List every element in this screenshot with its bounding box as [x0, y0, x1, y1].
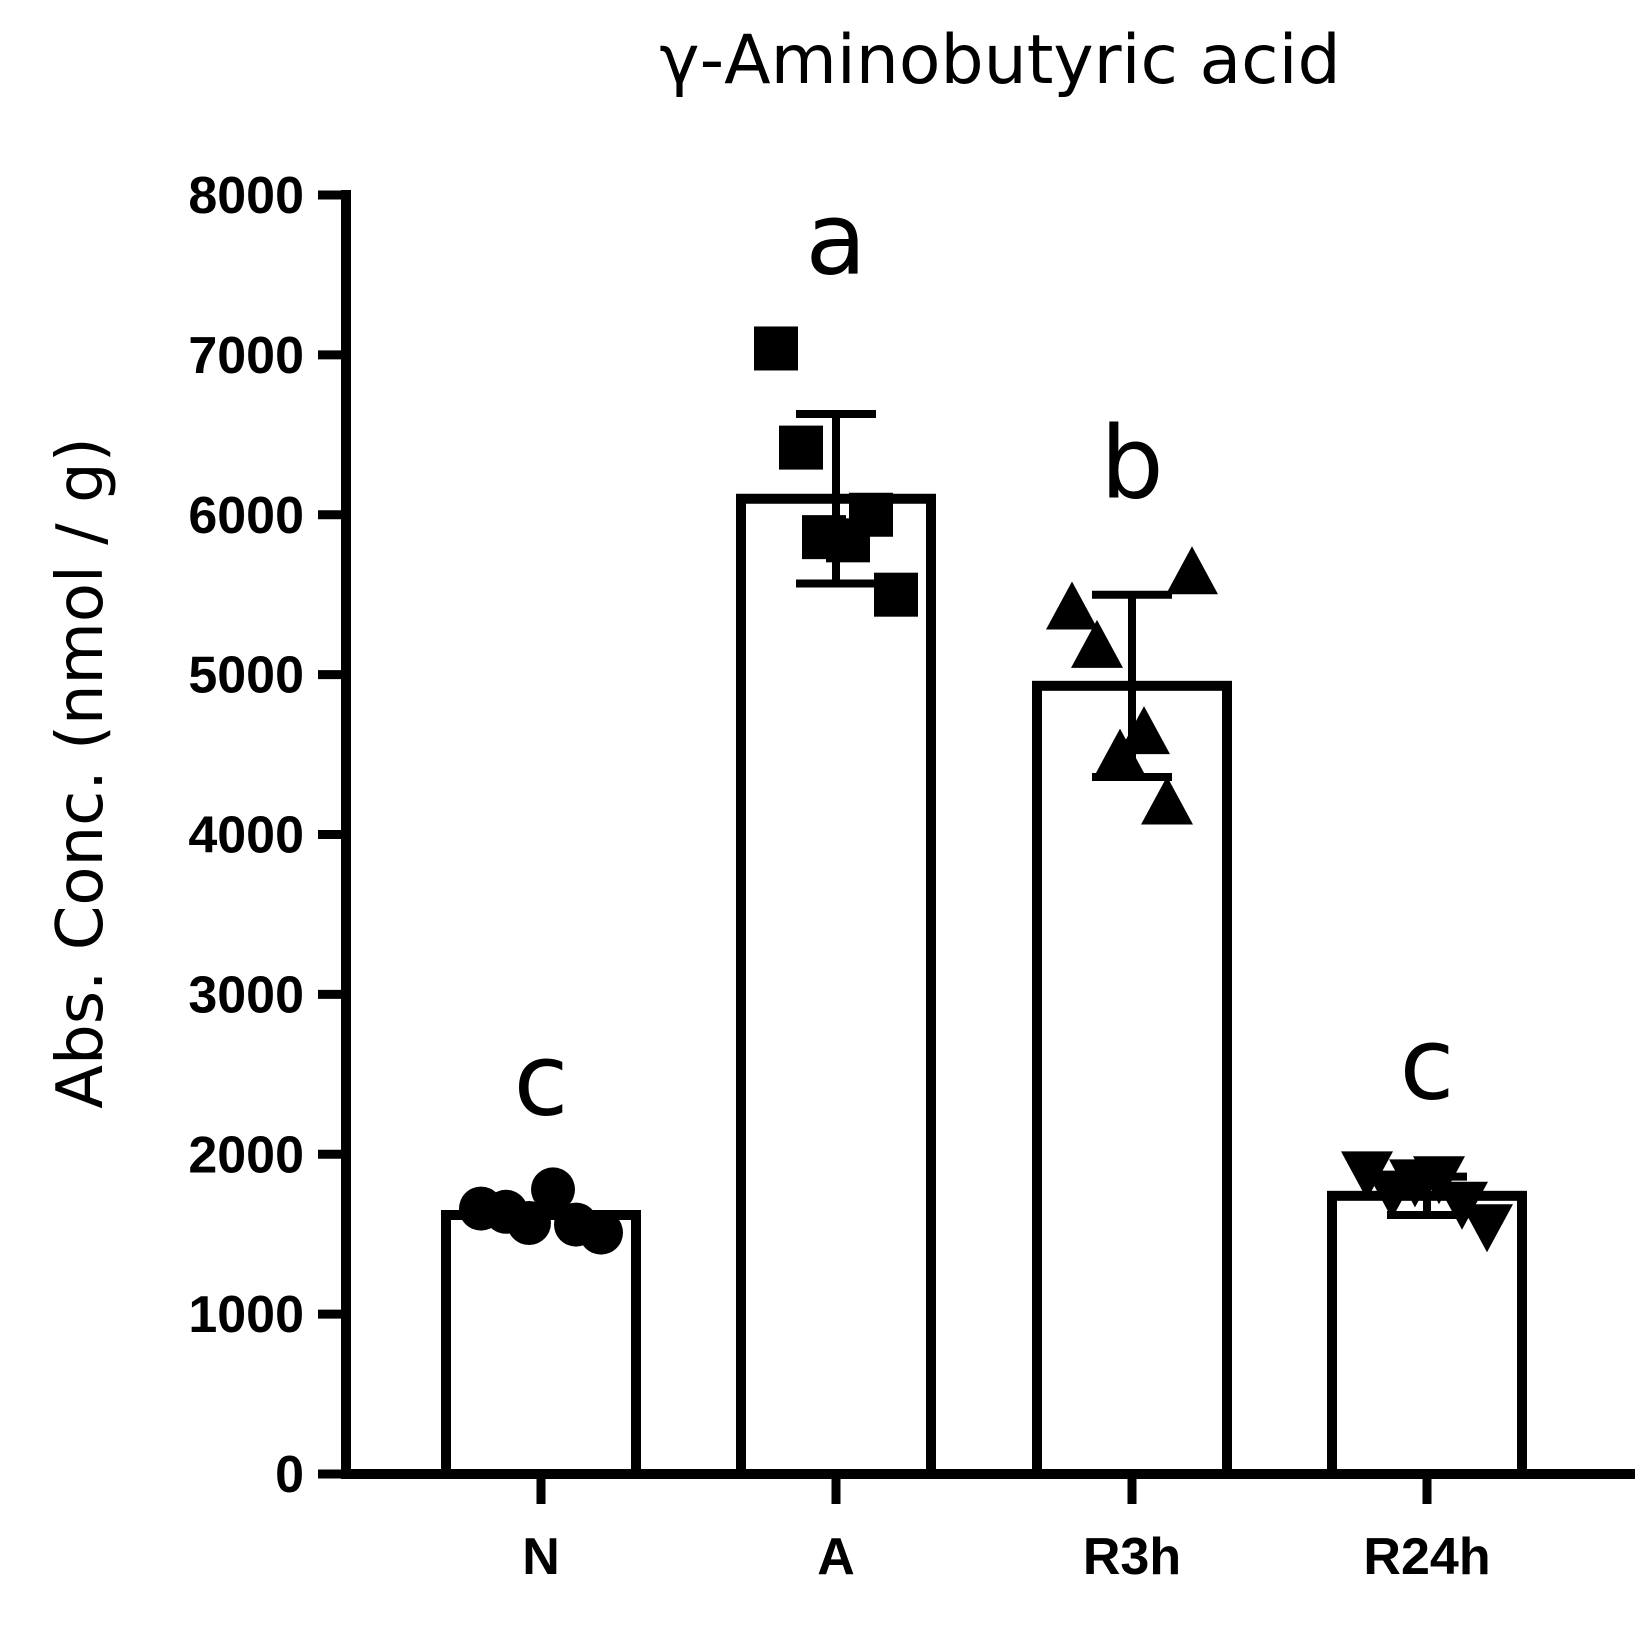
- x-ticks-layer: N A R3h R24h: [522, 1474, 1491, 1586]
- bars-layer: [441, 493, 1527, 1479]
- y-tick-label: 4000: [188, 807, 304, 865]
- x-tick-label: R3h: [1083, 1528, 1181, 1586]
- data-point-triangle-up: [1071, 619, 1123, 668]
- data-point-square: [849, 492, 893, 537]
- data-point-triangle-up: [1046, 581, 1098, 630]
- bar: [441, 1210, 641, 1479]
- data-point-triangle-down: [1413, 1156, 1465, 1205]
- y-ticks-layer: 0 1000 2000 3000 4000 5000 6000 7000 8000: [188, 167, 346, 1504]
- y-tick-label: 0: [275, 1446, 304, 1504]
- data-points-layer: [459, 326, 1513, 1255]
- data-point-triangle-up: [1118, 706, 1170, 755]
- y-tick-label: 3000: [188, 966, 304, 1024]
- significance-letter: a: [805, 180, 866, 297]
- significance-letter: b: [1100, 404, 1163, 521]
- y-tick-label: 1000: [188, 1286, 304, 1344]
- data-point-square: [779, 425, 823, 470]
- data-point-square: [874, 572, 918, 617]
- data-point-circle: [579, 1210, 623, 1255]
- chart-title: γ-Aminobutyric acid: [659, 21, 1340, 100]
- data-point-square: [754, 326, 798, 371]
- data-point-circle: [531, 1167, 575, 1212]
- significance-letter: c: [514, 1021, 569, 1138]
- y-tick-label: 2000: [188, 1126, 304, 1184]
- x-tick-label: R24h: [1363, 1528, 1490, 1586]
- y-tick-label: 6000: [188, 487, 304, 545]
- y-tick-label: 8000: [188, 167, 304, 225]
- data-point-circle: [507, 1200, 551, 1245]
- data-point-triangle-down: [1341, 1151, 1393, 1200]
- data-point-triangle-down: [1461, 1204, 1513, 1253]
- data-point-triangle-up: [1166, 546, 1218, 595]
- bar: [1032, 680, 1232, 1479]
- significance-letters-layer: c a b c: [514, 180, 1455, 1138]
- data-point-triangle-up: [1141, 776, 1193, 825]
- bar: [736, 493, 936, 1479]
- y-tick-label: 7000: [188, 327, 304, 385]
- significance-letter: c: [1400, 1005, 1455, 1122]
- x-tick-label: N: [522, 1528, 560, 1586]
- y-axis-label: Abs. Conc. (nmol / g): [44, 437, 118, 1108]
- y-tick-label: 5000: [188, 647, 304, 705]
- x-tick-label: A: [817, 1528, 855, 1586]
